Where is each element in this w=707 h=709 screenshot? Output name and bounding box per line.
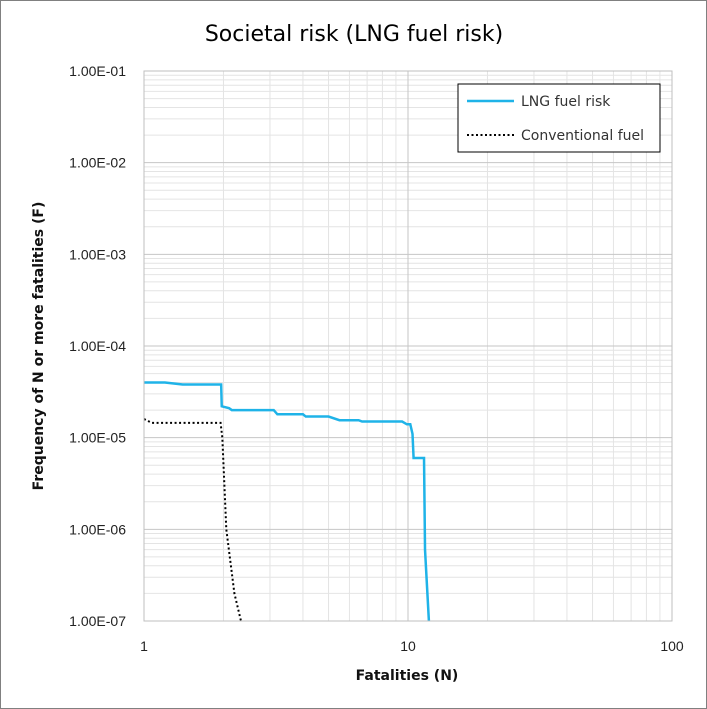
series-line-conventional-fuel: [143, 418, 242, 622]
x-tick-labels: 1 10 100: [140, 638, 684, 654]
legend-label-lng-fuel-risk: LNG fuel risk: [521, 94, 611, 110]
series-line-lng-fuel-risk: [144, 381, 431, 622]
y-tick-labels: 1.00E-07 1.00E-06 1.00E-05 1.00E-04 1.00E-03…: [69, 63, 126, 629]
y-tick-label: 1.00E-05: [69, 430, 126, 446]
x-tick-label: 10: [400, 638, 416, 654]
legend-label-conventional-fuel: Conventional fuel: [521, 128, 644, 144]
series-layer: [143, 381, 431, 622]
x-tick-label: 1: [140, 638, 148, 654]
y-tick-label: 1.00E-02: [69, 155, 126, 171]
x-tick-label: 100: [660, 638, 684, 654]
y-tick-label: 1.00E-01: [69, 63, 126, 79]
y-tick-label: 1.00E-03: [69, 246, 126, 262]
legend: LNG fuel risk Conventional fuel: [457, 83, 661, 153]
chart-title: Societal risk (LNG fuel risk): [205, 22, 503, 47]
legend-box: [457, 83, 661, 153]
y-tick-label: 1.00E-04: [69, 338, 126, 354]
y-tick-label: 1.00E-06: [69, 521, 126, 537]
plot-border: [143, 70, 673, 622]
y-tick-label: 1.00E-07: [69, 613, 126, 629]
y-axis-label: Frequency of N or more fatalities (F): [31, 202, 47, 491]
x-axis-label: Fatalities (N): [356, 668, 459, 684]
